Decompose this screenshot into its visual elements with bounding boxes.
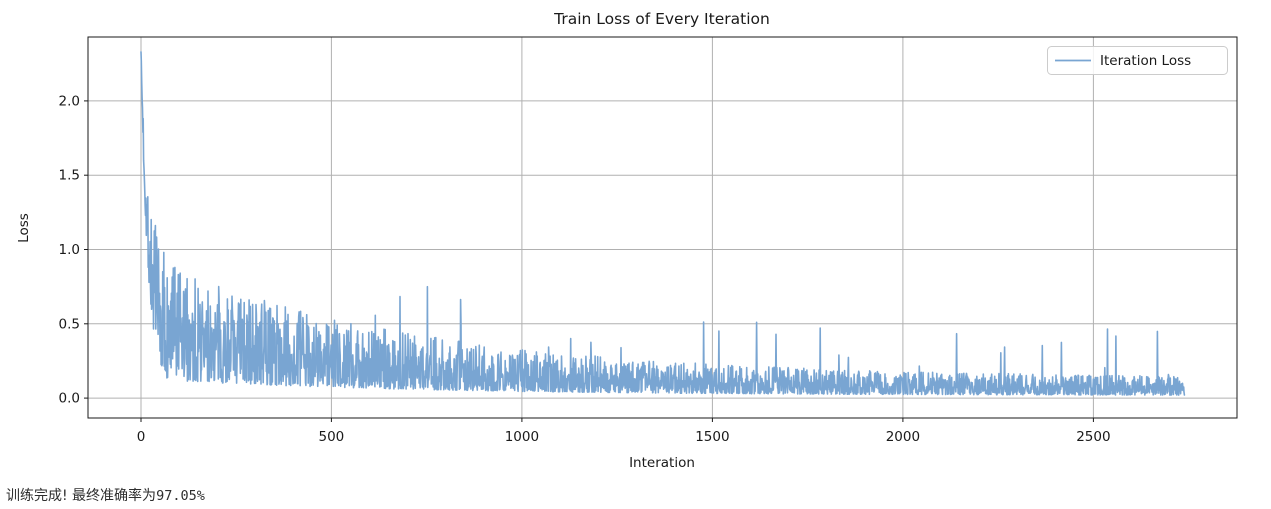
x-tick-label: 2500: [1076, 429, 1110, 445]
train-loss-figure: 0 500 1000 1500 2000 2500 0.0 0.5 1.0 1.5 2.0 Trai…: [16, 10, 1238, 471]
x-tick-label: 0: [137, 429, 146, 445]
series-layer: [140, 51, 1186, 396]
axis-ticks: 0 500 1000 1500 2000 2500 0.0 0.5 1.0 1.5 2.0: [59, 93, 1111, 445]
y-axis-label: Loss: [16, 213, 32, 243]
grid: [88, 37, 1237, 418]
legend: Iteration Loss: [1047, 46, 1228, 75]
chart-title: Train Loss of Every Iteration: [553, 10, 770, 28]
y-tick-label: 2.0: [59, 93, 80, 109]
y-tick-label: 0.5: [59, 316, 80, 332]
y-tick-label: 0.0: [59, 391, 80, 407]
x-tick-label: 1500: [695, 429, 729, 445]
y-tick-label: 1.5: [59, 168, 80, 184]
plot-area-border: [87, 36, 1238, 419]
x-axis-label: Interation: [629, 455, 695, 471]
x-tick-label: 500: [319, 429, 345, 445]
x-tick-label: 2000: [886, 429, 920, 445]
status-text: 训练完成! 最终准确率为97.05%: [6, 485, 205, 505]
status-prefix: 训练完成! 最终准确率为: [6, 488, 157, 504]
y-tick-label: 1.0: [59, 242, 80, 258]
accuracy-value: 97.05%: [156, 488, 205, 504]
legend-label: Iteration Loss: [1100, 53, 1191, 69]
x-tick-label: 1000: [505, 429, 539, 445]
train-loss-chart: 0 500 1000 1500 2000 2500 0.0 0.5 1.0 1.5 2.0 Trai…: [16, 10, 1238, 471]
loss-line: [140, 51, 1186, 396]
legend-box: [1047, 46, 1228, 75]
